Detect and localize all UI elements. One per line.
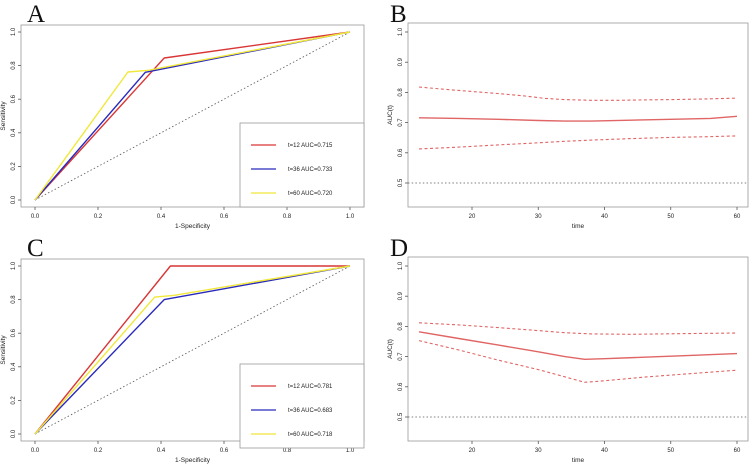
panel-b-y-tick-label: 0.9	[398, 57, 404, 66]
panel-c-y-tick-label: 0.0	[11, 429, 17, 438]
panel-c-y-tick-label: 0.8	[11, 295, 17, 304]
panel-b-series-upper-ci	[418, 86, 738, 101]
panel-c: C 0.0 0.2 0.4 0.6 0.8 1.0 0.0 0.2 0.4 0.6 0.8 1.0 1-…	[0, 234, 376, 468]
panel-a-x-tick-label: 0.4	[157, 214, 166, 220]
panel-a-y-tick-label: 0.0	[11, 195, 17, 204]
panel-c-y-tick-label: 0.2	[11, 396, 17, 405]
panel-a-legend-label-t36: t=36 AUC=0.733	[288, 167, 333, 173]
panel-d-y-tick-label: 0.6	[398, 382, 404, 391]
panel-c-legend-label-t60: t=60 AUC=0.718	[288, 432, 333, 438]
panel-c-label: C	[27, 235, 44, 262]
panel-a-y-tick-label: 0.4	[11, 128, 17, 137]
panel-d-x-tick-label: 20	[469, 448, 476, 454]
panel-a-legend-label-t60: t=60 AUC=0.720	[288, 191, 333, 197]
panel-c-x-tick-label: 0.4	[157, 448, 166, 454]
panel-b-label: B	[390, 1, 407, 28]
panel-c-y-tick-label: 1.0	[11, 261, 17, 270]
panel-c-series-t36	[34, 265, 351, 435]
panel-b-y-tick-label: 0.5	[398, 178, 404, 187]
panel-a-x-tick-label: 0.0	[31, 214, 40, 220]
panel-d-y-tick-label: 0.9	[398, 291, 404, 300]
panel-c-y-axis-title: Sensitivity	[0, 335, 7, 365]
panel-b-y-tick-label: 1.0	[398, 27, 404, 36]
panel-a-label: A	[27, 1, 46, 28]
panel-a: A 0.0 0.2 0.4 0.6 0.8 1.0 0.0 0.2 0.4 0.6 0.8 1.0 1-…	[0, 0, 376, 234]
panel-a-y-tick-label: 1.0	[11, 27, 17, 36]
panel-a-x-axis-title: 1-Specificity	[175, 223, 211, 230]
panel-a-y-tick-label: 0.2	[11, 162, 17, 171]
panel-d-series-lower-ci	[418, 340, 738, 383]
panel-b-y-tick-label: 0.7	[398, 118, 404, 127]
panel-b-series-auc	[418, 115, 738, 122]
panel-c-reference-diagonal	[34, 265, 351, 435]
panel-c-x-tick-label: 1.0	[346, 448, 355, 454]
panel-b-series-lower-ci	[418, 135, 738, 150]
panel-d-y-axis-title: AUC(t)	[387, 339, 394, 359]
panel-a-y-tick-label: 0.8	[11, 61, 17, 70]
panel-c-frame	[20, 258, 365, 442]
panel-c-y-tick-label: 0.6	[11, 328, 17, 337]
panel-b-x-tick-label: 50	[667, 214, 674, 220]
panel-c-x-tick-label: 0.2	[94, 448, 103, 454]
panel-d-x-tick-label: 30	[535, 448, 542, 454]
panel-b-x-axis-title: time	[572, 223, 585, 230]
panel-b-x-tick-label: 20	[469, 214, 476, 220]
panel-c-legend-label-t12: t=12 AUC=0.781	[288, 384, 333, 390]
panel-c-x-axis-title: 1-Specificity	[175, 457, 211, 464]
panel-a-y-axis-title: Sensitivity	[0, 101, 7, 131]
panel-d-label: D	[390, 235, 409, 262]
panel-d-y-tick-label: 0.7	[398, 352, 404, 361]
panel-d-y-tick-label: 0.5	[398, 412, 404, 421]
panel-c-legend-label-t36: t=36 AUC=0.683	[288, 408, 333, 414]
panel-c-series-t60	[34, 265, 351, 435]
panel-a-series-t12	[34, 31, 351, 201]
panel-b: B 20 30 40 50 60 0.5 0.6 0.7 0.8 0.9 1.0 time AUC(t)	[377, 0, 753, 234]
panel-b-y-tick-label: 0.6	[398, 148, 404, 157]
panel-c-y-tick-label: 0.4	[11, 362, 17, 371]
panel-b-y-tick-label: 0.8	[398, 88, 404, 97]
panel-d-plot: 20 30 40 50 60 0.5 0.6 0.7 0.8 0.9 1.0 time AUC(t)	[387, 256, 749, 464]
panel-d-x-tick-label: 50	[667, 448, 674, 454]
panel-a-x-tick-label: 0.2	[94, 214, 103, 220]
panel-a-y-tick-label: 0.6	[11, 94, 17, 103]
panel-b-x-tick-label: 30	[535, 214, 542, 220]
panel-a-reference-diagonal	[34, 31, 351, 201]
panel-a-plot: 0.0 0.2 0.4 0.6 0.8 1.0 0.0 0.2 0.4 0.6 0.8 1.0 1-Sp…	[0, 24, 365, 230]
panel-d-series-auc	[418, 331, 738, 361]
panel-d-x-tick-label: 60	[734, 448, 741, 454]
panel-a-legend-label-t12: t=12 AUC=0.715	[288, 143, 333, 149]
panel-b-x-tick-label: 60	[734, 214, 741, 220]
panel-a-x-tick-label: 0.6	[220, 214, 229, 220]
panel-d-y-tick-label: 1.0	[398, 261, 404, 270]
panel-a-x-tick-label: 0.8	[283, 214, 292, 220]
panel-a-series-t60	[34, 31, 351, 201]
panel-d-x-tick-label: 40	[601, 448, 608, 454]
panel-b-y-axis-title: AUC(t)	[387, 105, 394, 125]
panel-c-plot: 0.0 0.2 0.4 0.6 0.8 1.0 0.0 0.2 0.4 0.6 0.8 1.0 1-Sp…	[0, 258, 365, 464]
panel-d-frame	[407, 256, 749, 442]
panel-c-x-tick-label: 0.8	[283, 448, 292, 454]
panel-b-frame	[407, 22, 749, 208]
panel-a-x-tick-label: 1.0	[346, 214, 355, 220]
panel-d-y-tick-label: 0.8	[398, 322, 404, 331]
panel-c-x-tick-label: 0.0	[31, 448, 40, 454]
panel-b-x-tick-label: 40	[601, 214, 608, 220]
panel-d-x-axis-title: time	[572, 457, 585, 464]
panel-b-plot: 20 30 40 50 60 0.5 0.6 0.7 0.8 0.9 1.0 time AUC(t)	[387, 22, 749, 230]
panel-d-series-upper-ci	[418, 322, 738, 335]
panel-d: D 20 30 40 50 60 0.5 0.6 0.7 0.8 0.9 1.0 time AUC(t)	[377, 234, 753, 468]
panel-c-x-tick-label: 0.6	[220, 448, 229, 454]
panel-c-series-t12	[34, 265, 350, 435]
panel-a-frame	[20, 24, 365, 208]
